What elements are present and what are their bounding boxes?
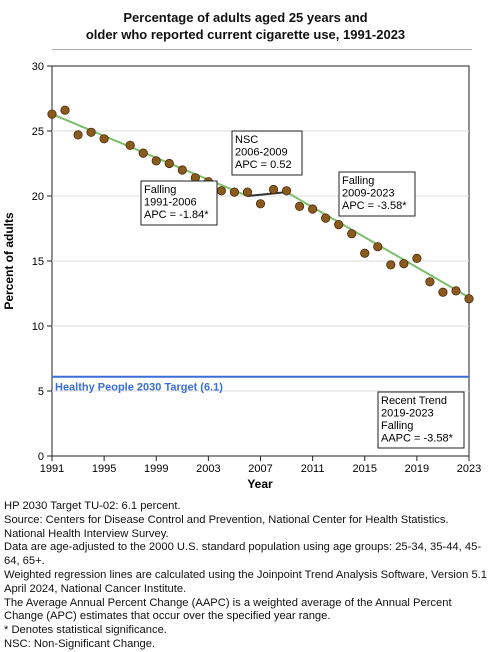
title-divider (52, 49, 472, 50)
y-tick-label: 20 (32, 191, 44, 203)
x-tick-label: 1995 (92, 463, 116, 475)
y-axis-ticks: 0 5 10 15 20 25 30 (32, 61, 52, 463)
annotation-text: APC = 0.52 (235, 159, 292, 171)
data-point (451, 286, 461, 296)
data-point (425, 277, 435, 287)
footnote-source: Source: Centers for Disease Control and … (4, 513, 449, 540)
x-tick-label: 2015 (353, 463, 377, 475)
data-point (151, 156, 161, 166)
data-point (125, 140, 135, 150)
data-point (438, 287, 448, 297)
y-axis-label: Percent of adults (2, 212, 16, 310)
data-point (399, 258, 409, 269)
x-tick-label: 1991 (40, 463, 64, 475)
data-point (334, 220, 344, 230)
data-point (360, 248, 370, 258)
x-tick-label: 2023 (457, 463, 481, 475)
data-point (308, 204, 318, 214)
x-axis-label: Year (247, 477, 273, 491)
trend-segment (247, 191, 287, 197)
y-tick-label: 5 (38, 386, 44, 398)
y-tick-label: 30 (32, 61, 44, 73)
annotation-frame (231, 130, 303, 176)
annotation-text: Falling (381, 420, 413, 432)
chart-title-line-2: older who reported current cigarette use… (85, 27, 406, 42)
annotation-text: Falling (144, 184, 176, 196)
x-tick-label: 2003 (196, 463, 220, 475)
annotation-frame (140, 180, 218, 226)
y-tick-label: 15 (32, 256, 44, 268)
data-point (321, 213, 331, 223)
annotation-text: AAPC = -3.58* (381, 433, 454, 445)
footnote-significance: * Denotes statistical significance. (4, 624, 167, 637)
data-point (242, 187, 253, 197)
chart-title-line-1: Percentage of adults aged 25 years and (123, 10, 368, 25)
data-point (373, 242, 383, 252)
data-points (47, 105, 474, 304)
data-point (281, 186, 292, 196)
x-tick-label: 2019 (405, 463, 429, 475)
data-point (73, 130, 83, 140)
data-point (47, 109, 57, 119)
y-tick-label: 0 (38, 451, 44, 463)
data-point (386, 260, 396, 270)
annotation-text: APC = -3.58* (342, 200, 407, 212)
footnote-nsc: NSC: Non-Significant Change. (4, 637, 156, 650)
data-point (86, 127, 96, 137)
smoking-trend-chart: 0 5 10 15 20 25 30 1991 1995 1999 2003 2007 2011 201… (2, 61, 481, 491)
data-point (138, 148, 148, 158)
y-tick-label: 25 (32, 126, 44, 138)
data-point (229, 187, 240, 197)
annotation-text: 2009-2023 (342, 188, 395, 200)
x-tick-label: 2011 (301, 463, 325, 475)
annotation-text: Falling (342, 175, 374, 187)
footnote-regression: Weighted regression lines are calculated… (4, 568, 487, 595)
annotation-text: 2006-2009 (235, 147, 288, 159)
data-point (99, 134, 109, 144)
footnotes: HP 2030 Target TU-02: 6.1 percent. Sourc… (4, 500, 488, 652)
x-axis-ticks: 1991 1995 1999 2003 2007 2011 2015 2019 2023 (40, 456, 481, 475)
data-point (294, 201, 305, 211)
data-point (412, 253, 422, 263)
annotation-text: 2019-2023 (381, 408, 434, 420)
data-point (216, 186, 227, 196)
data-point (347, 229, 357, 239)
y-tick-label: 10 (32, 321, 44, 333)
target-label: Healthy People 2030 Target (6.1) (55, 382, 223, 394)
data-point (177, 165, 187, 175)
data-point (60, 105, 70, 115)
annotation-frame (377, 391, 465, 449)
annotation-text: 1991-2006 (144, 197, 197, 209)
footnote-age-adjustment: Data are age-adjusted to the 2000 U.S. s… (4, 541, 482, 568)
data-point (164, 158, 174, 169)
data-point (268, 184, 279, 195)
footnote-target: HP 2030 Target TU-02: 6.1 percent. (4, 500, 181, 512)
chart-title: Percentage of adults aged 25 years and o… (0, 9, 491, 43)
data-point (464, 294, 474, 304)
footnote-aapc: The Average Annual Percent Change (AAPC)… (4, 596, 452, 623)
annotation-text: APC = -1.84* (144, 209, 209, 221)
annotation-frame (338, 171, 416, 217)
x-tick-label: 2007 (248, 463, 272, 475)
annotation-text: Recent Trend (381, 395, 447, 407)
x-tick-label: 1999 (144, 463, 168, 475)
data-point (255, 199, 266, 209)
annotation-text: NSC (235, 134, 258, 146)
